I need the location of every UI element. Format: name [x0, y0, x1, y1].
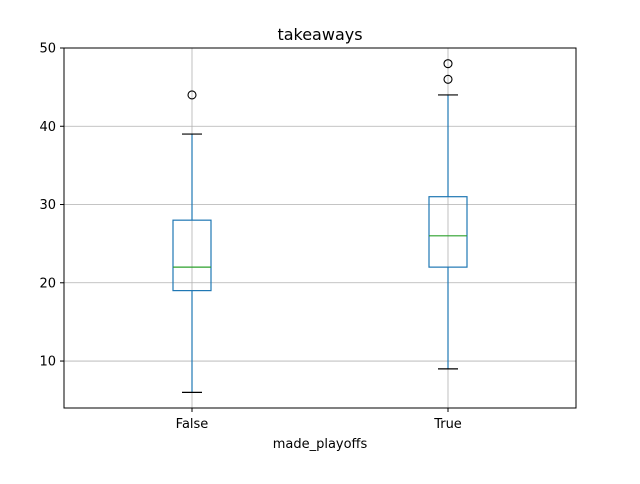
x-axis-label: made_playoffs	[273, 437, 368, 452]
outlier-point	[443, 59, 453, 69]
y-tick-label: 30	[39, 198, 56, 213]
y-tick-label: 50	[39, 42, 56, 57]
y-tick-label: 10	[39, 355, 56, 370]
axis-layer: 10 20 30 40 50 False True	[39, 42, 461, 433]
box-layer	[172, 59, 468, 393]
x-tick-label: True	[433, 417, 462, 432]
iqr-box	[428, 196, 468, 268]
outlier-point	[443, 74, 453, 84]
outlier-point	[187, 90, 197, 100]
chart-title: takeaways	[277, 25, 362, 44]
box-group-true	[428, 59, 468, 370]
y-tick-label: 40	[39, 120, 56, 135]
x-tick-label: False	[176, 417, 209, 432]
iqr-box	[172, 219, 212, 292]
box-group-false	[172, 90, 212, 393]
y-tick-label: 20	[39, 276, 56, 291]
plot-frame	[63, 47, 577, 409]
